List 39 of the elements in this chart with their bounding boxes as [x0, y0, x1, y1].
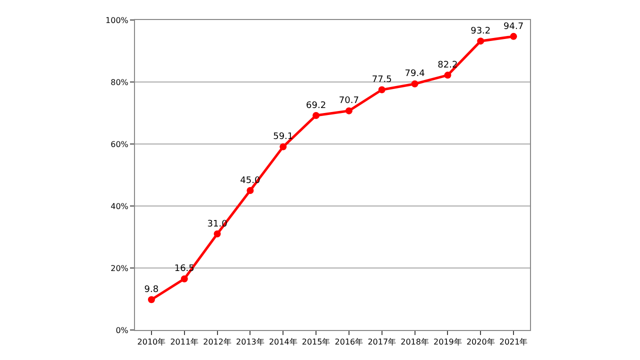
point: [280, 143, 287, 150]
data-label: 82.2: [438, 60, 458, 71]
point: [411, 80, 418, 88]
data-label: 94.7: [504, 22, 524, 32]
x-tick-label: 2010年: [137, 338, 166, 347]
x-tick-label: 2018年: [400, 338, 429, 347]
x-tick-label: 2019年: [434, 338, 462, 347]
point: [345, 107, 352, 114]
x-tick-label: 2016年: [334, 338, 364, 347]
y-tick-label: 40%: [110, 202, 129, 211]
y-tick-label: 100%: [106, 16, 129, 25]
x-tick-label: 2012年: [203, 338, 232, 347]
data-label: 70.7: [338, 96, 359, 106]
point: [180, 275, 188, 282]
point: [148, 296, 155, 304]
x-tick-label: 2014年: [268, 338, 298, 347]
point: [378, 86, 386, 94]
point: [312, 112, 320, 119]
point: [246, 187, 254, 194]
point: [214, 230, 221, 238]
y-tick-label: 20%: [110, 264, 129, 273]
x-tick-label: 2020年: [466, 338, 495, 347]
x-tick-label: 2011年: [170, 338, 199, 347]
point: [510, 32, 518, 40]
y-tick-label: 0%: [116, 326, 129, 335]
point: [477, 38, 484, 45]
data-label: 77.5: [372, 75, 392, 86]
x-tick-label: 2013年: [236, 338, 264, 347]
x-tick-label: 2021年: [499, 338, 528, 347]
x-tick-label: 2015年: [302, 338, 330, 347]
data-label: 79.4: [404, 69, 426, 80]
y-tick-label: 80%: [110, 78, 129, 87]
y-tick-label: 60%: [110, 140, 129, 149]
data-label: 59.1: [273, 132, 294, 142]
data-label: 93.2: [470, 26, 491, 36]
data-label: 69.2: [306, 100, 326, 111]
point: [444, 72, 452, 79]
data-label: 9.8: [144, 284, 159, 295]
x-tick-label: 2017年: [368, 338, 396, 347]
